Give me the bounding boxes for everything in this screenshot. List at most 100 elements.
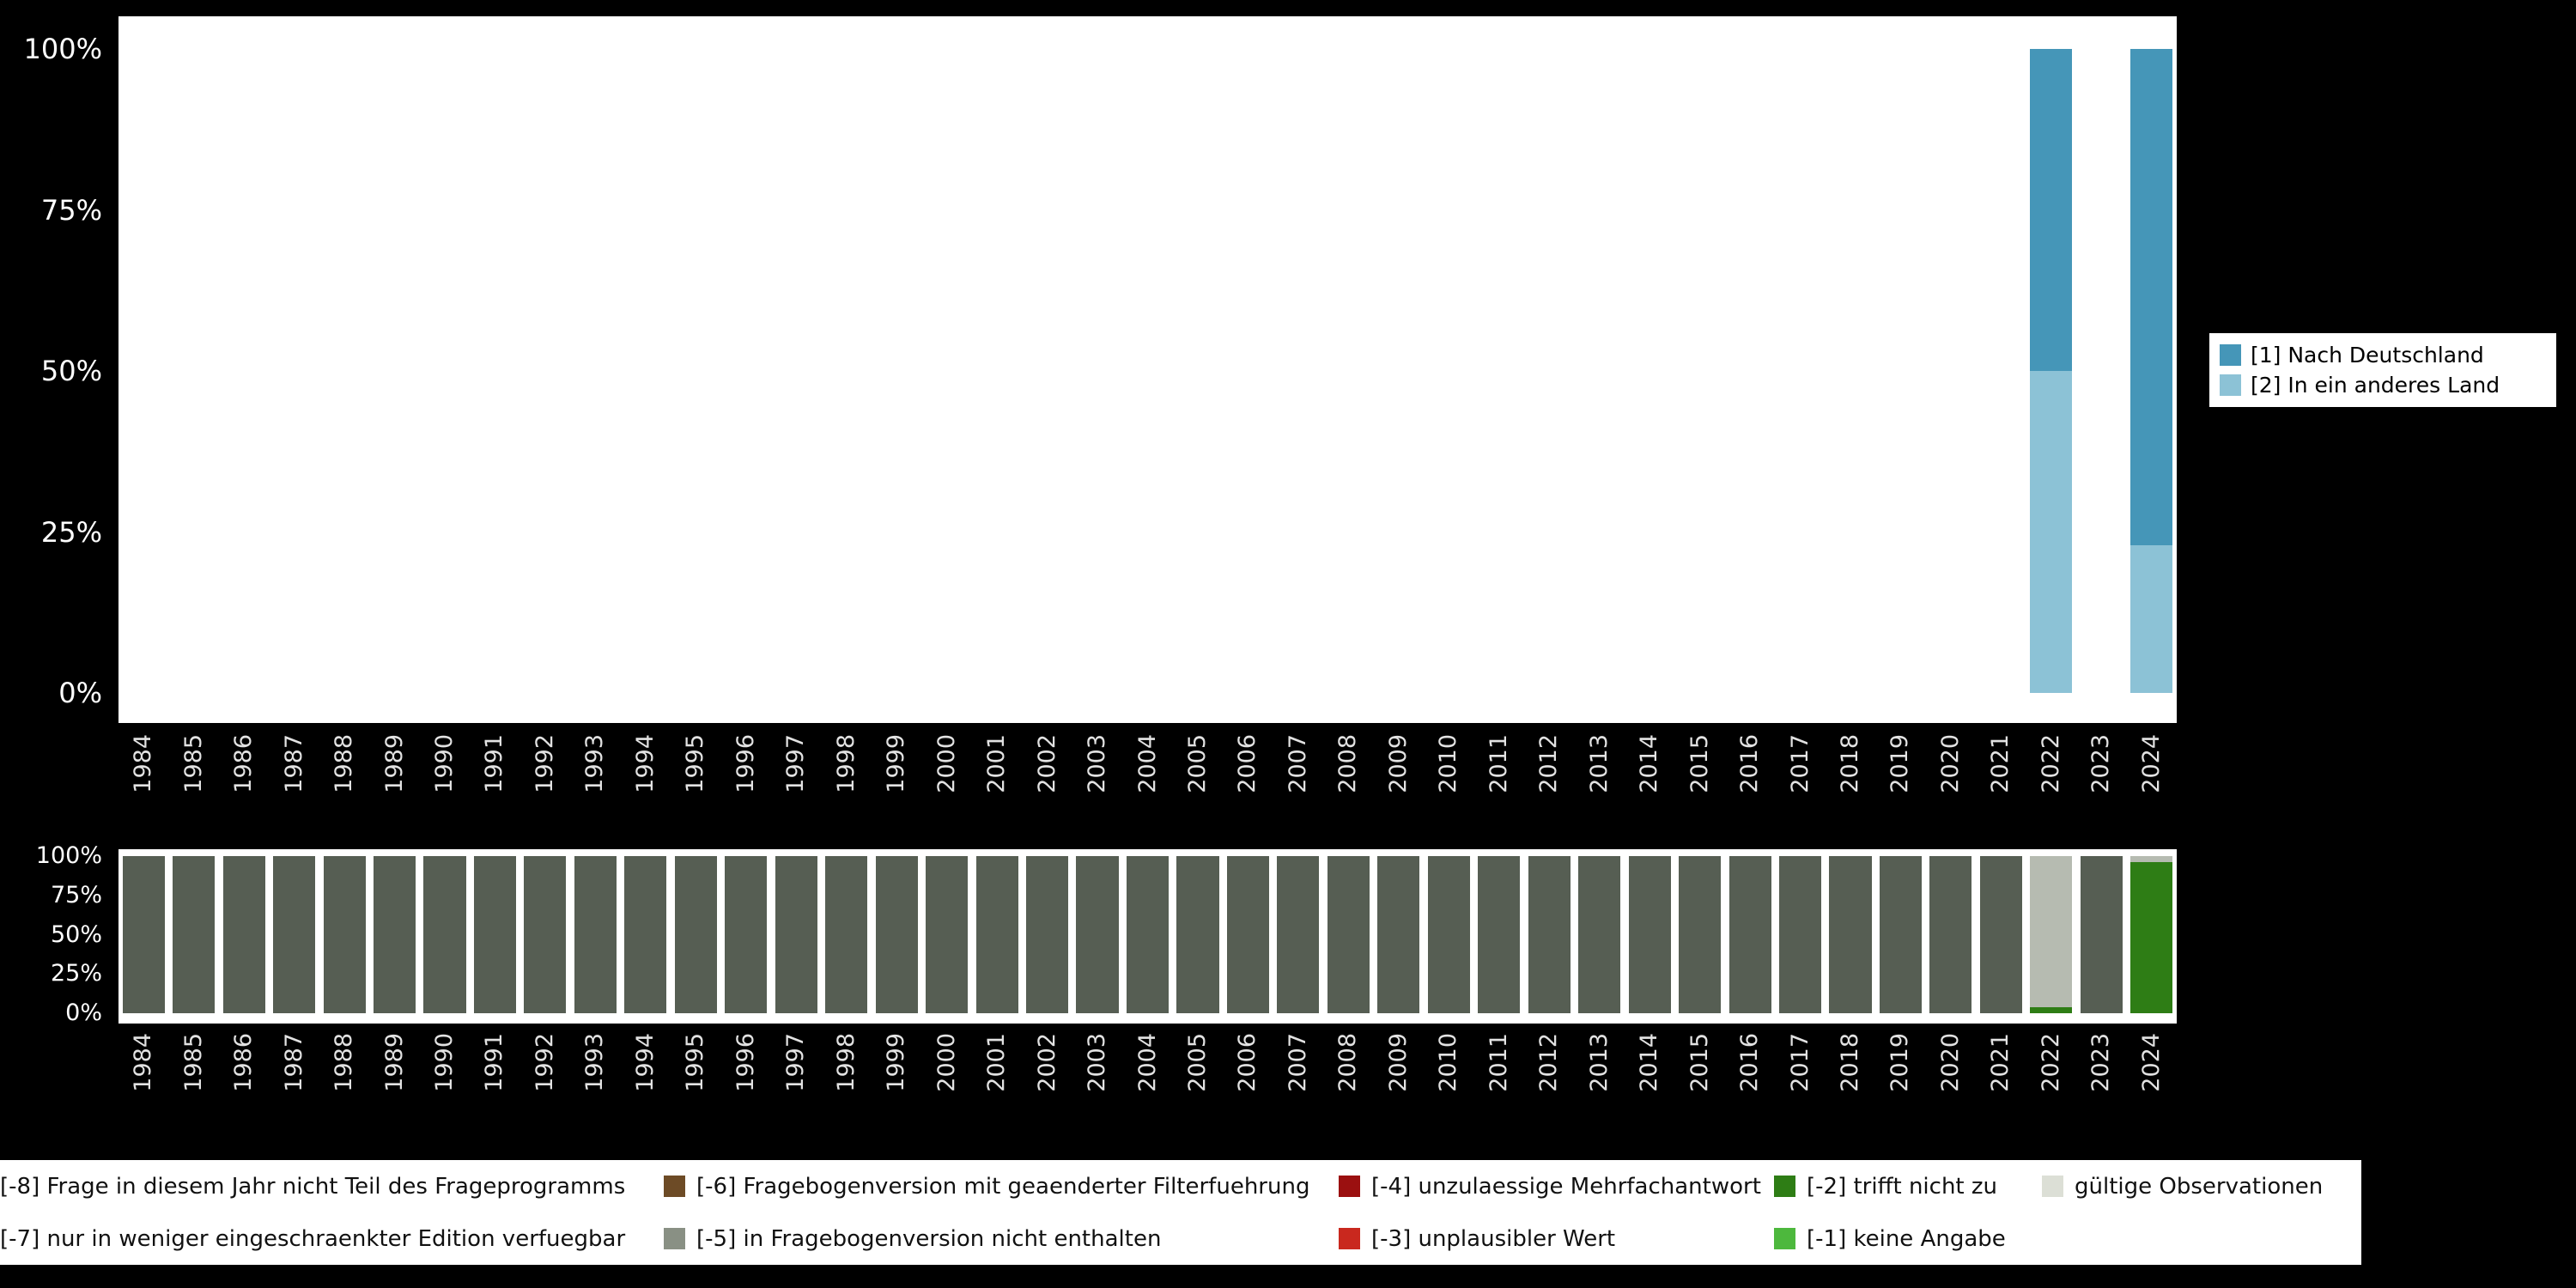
x-axis-year-label: 2012 <box>1535 1033 1563 1092</box>
bar-segment <box>1026 856 1069 1013</box>
bar-segment <box>2130 862 2173 1013</box>
bar-segment <box>2030 49 2073 371</box>
bar-segment <box>825 856 868 1013</box>
bar-segment <box>2030 1006 2073 1013</box>
legend-column: [-4] unzulaessige Mehrfachantwort [-3] un… <box>1339 1160 1774 1265</box>
x-axis-year-label: 1998 <box>832 1033 860 1092</box>
x-axis-year-label: 2009 <box>1384 1033 1412 1092</box>
legend-row: [-8] Frage in diesem Jahr nicht Teil des… <box>0 1160 664 1212</box>
y-axis-tick-label: 0% <box>65 999 102 1026</box>
legend-row: [-2] trifft nicht zu <box>1774 1160 2042 1212</box>
legend-color-swatch <box>1339 1228 1360 1249</box>
x-axis-year-label: 1990 <box>431 734 458 793</box>
x-axis-year-label: 1993 <box>581 734 609 793</box>
bar-segment <box>1076 856 1119 1013</box>
valid-answers-x-axis: 1984 1985 1986 1987 1988 1989 1990 1991 1992 1993… <box>118 734 2177 833</box>
bar-segment <box>323 856 366 1013</box>
legend-row: [-5] in Fragebogenversion nicht enthalte… <box>664 1212 1339 1265</box>
legend-row <box>2042 1212 2361 1265</box>
x-axis-year-label: 2014 <box>1636 734 1663 793</box>
x-axis-year-label: 1993 <box>581 1033 609 1092</box>
x-axis-year-label: 2021 <box>1987 734 2014 793</box>
legend-label: [2] In ein anderes Land <box>2251 372 2500 398</box>
x-axis-year-label: 2005 <box>1183 1033 1211 1092</box>
x-axis-year-label: 1990 <box>431 1033 458 1092</box>
x-axis-year-label: 2006 <box>1234 1033 1261 1092</box>
x-axis-year-label: 1994 <box>631 734 659 793</box>
x-axis-year-label: 2010 <box>1435 734 1462 793</box>
bar-segment <box>2130 544 2173 693</box>
x-axis-year-label: 2014 <box>1636 1033 1663 1092</box>
bar-segment <box>1478 856 1521 1013</box>
x-axis-year-label: 1987 <box>280 1033 307 1092</box>
x-axis-year-label: 1992 <box>531 734 558 793</box>
x-axis-year-label: 1986 <box>230 734 258 793</box>
x-axis-year-label: 1989 <box>380 734 408 793</box>
x-axis-year-label: 2018 <box>1836 734 1863 793</box>
bar-segment <box>423 856 466 1013</box>
legend-color-swatch <box>2042 1176 2063 1197</box>
legend-label: [-7] nur in weniger eingeschraenkter Edi… <box>0 1225 626 1252</box>
legend-row: [-6] Fragebogenversion mit geaenderter F… <box>664 1160 1339 1212</box>
legend-label: gültige Observationen <box>2075 1173 2324 1200</box>
x-axis-year-label: 2002 <box>1033 1033 1060 1092</box>
missing-values-x-axis: 1984 1985 1986 1987 1988 1989 1990 1991 1992 1993… <box>118 1033 2177 1132</box>
legend-label: [-8] Frage in diesem Jahr nicht Teil des… <box>0 1173 626 1200</box>
bar-segment <box>1979 856 2022 1013</box>
y-axis-tick-label: 50% <box>40 355 102 387</box>
bar-segment <box>1277 856 1320 1013</box>
x-axis-year-label: 2005 <box>1183 734 1211 793</box>
legend-color-swatch <box>1774 1176 1795 1197</box>
y-axis-tick-label: 50% <box>50 920 102 948</box>
x-axis-year-label: 1999 <box>883 1033 910 1092</box>
bar-segment <box>373 856 416 1013</box>
x-axis-year-label: 2023 <box>2087 1033 2115 1092</box>
x-axis-year-label: 1991 <box>481 734 508 793</box>
x-axis-year-label: 2006 <box>1234 734 1261 793</box>
x-axis-year-label: 1996 <box>732 1033 759 1092</box>
legend-color-swatch <box>664 1228 685 1249</box>
legend-label: [-4] unzulaessige Mehrfachantwort <box>1371 1173 1761 1200</box>
bar-segment <box>2080 856 2123 1013</box>
bar-segment <box>1628 856 1671 1013</box>
bar-segment <box>1578 856 1621 1013</box>
bar-segment <box>1327 856 1370 1013</box>
missing-values-y-axis: 100% 75% 50% 25% 0% <box>0 842 118 1026</box>
legend-color-swatch <box>2220 374 2241 396</box>
bar-segment <box>1879 856 1922 1013</box>
missing-values-plot-area <box>118 856 2177 1013</box>
bar-segment <box>1377 856 1420 1013</box>
x-axis-year-label: 2017 <box>1786 734 1814 793</box>
bar-segment <box>1679 856 1722 1013</box>
x-axis-year-label: 2022 <box>2037 1033 2064 1092</box>
x-axis-year-label: 2019 <box>1886 1033 1914 1092</box>
x-axis-year-label: 1984 <box>130 1033 157 1092</box>
x-axis-year-label: 1994 <box>631 1033 659 1092</box>
legend-label: [-5] in Fragebogenversion nicht enthalte… <box>696 1225 1162 1252</box>
x-axis-year-label: 2012 <box>1535 734 1563 793</box>
valid-answers-chart-panel <box>118 16 2177 723</box>
bar-segment <box>1728 856 1771 1013</box>
x-axis-year-label: 2008 <box>1334 734 1362 793</box>
legend-color-swatch <box>1339 1176 1360 1197</box>
x-axis-year-label: 2002 <box>1033 734 1060 793</box>
bar-segment <box>875 856 918 1013</box>
x-axis-year-label: 1988 <box>331 734 358 793</box>
legend-row: [-1] keine Angabe <box>1774 1212 2042 1265</box>
x-axis-year-label: 2019 <box>1886 734 1914 793</box>
bar-segment <box>1176 856 1219 1013</box>
x-axis-year-label: 2013 <box>1585 1033 1613 1092</box>
bar-segment <box>2130 856 2173 863</box>
x-axis-year-label: 2023 <box>2087 734 2115 793</box>
missing-values-legend: [-8] Frage in diesem Jahr nicht Teil des… <box>0 1160 2361 1265</box>
legend-row: gültige Observationen <box>2042 1160 2361 1212</box>
x-axis-year-label: 2015 <box>1686 1033 1713 1092</box>
x-axis-year-label: 2003 <box>1084 1033 1111 1092</box>
x-axis-year-label: 1988 <box>331 1033 358 1092</box>
y-axis-tick-label: 100% <box>23 33 102 65</box>
x-axis-year-label: 1989 <box>380 1033 408 1092</box>
valid-answers-legend: [1] Nach Deutschland [2] In ein anderes L… <box>2209 333 2556 407</box>
x-axis-year-label: 1986 <box>230 1033 258 1092</box>
legend-color-swatch <box>2220 344 2241 367</box>
x-axis-year-label: 2021 <box>1987 1033 2014 1092</box>
